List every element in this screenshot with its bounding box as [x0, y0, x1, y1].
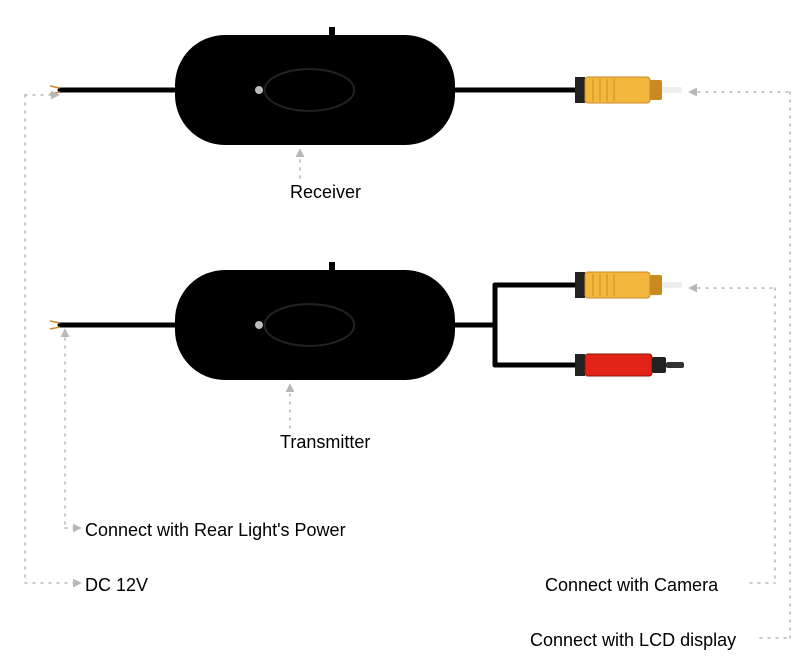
lcd-label: Connect with LCD display — [530, 630, 736, 651]
dc12v-label: DC 12V — [85, 575, 148, 596]
receiver-label: Receiver — [290, 182, 361, 203]
diagram-svg — [0, 0, 800, 665]
wiring-diagram: Receiver Transmitter Connect with Rear L… — [0, 0, 800, 665]
rear-light-label: Connect with Rear Light's Power — [85, 520, 346, 541]
camera-label: Connect with Camera — [545, 575, 718, 596]
transmitter-label: Transmitter — [280, 432, 370, 453]
